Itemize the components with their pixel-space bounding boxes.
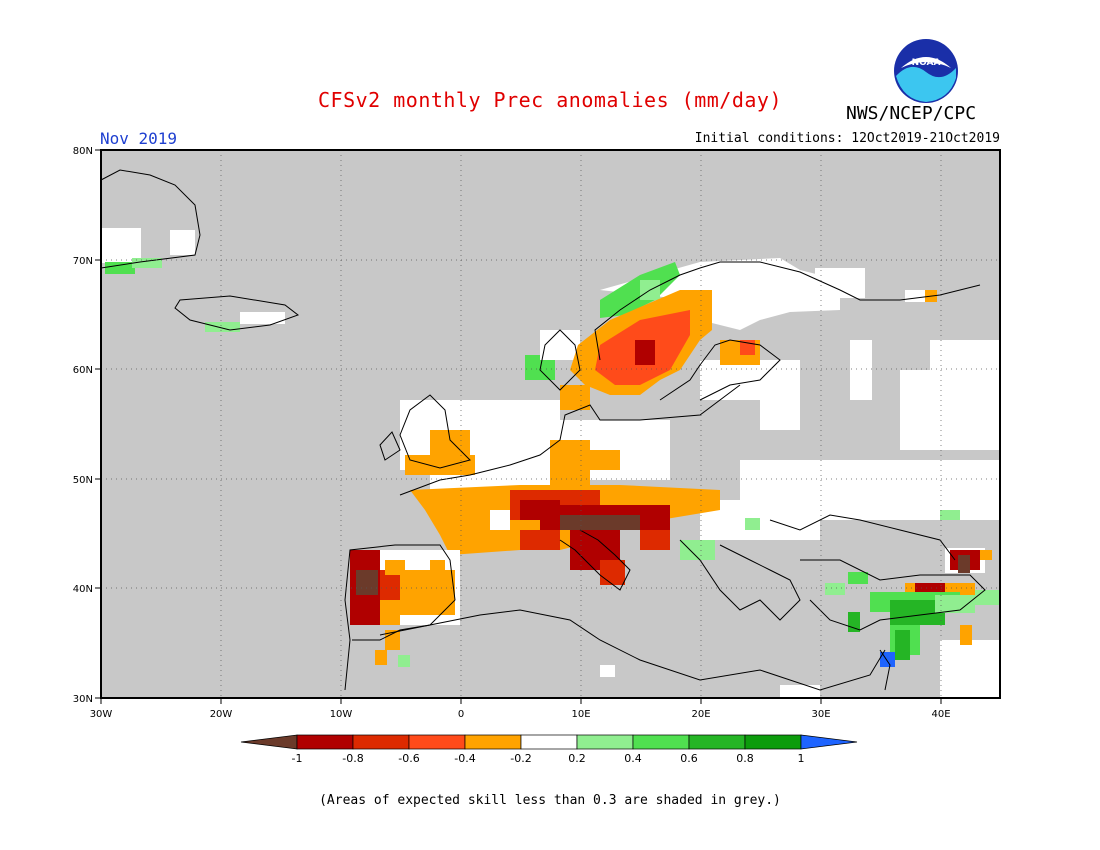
org-label: NWS/NCEP/CPC <box>846 103 977 124</box>
logo-text: NOAA <box>912 58 941 68</box>
lat-label: 70N <box>73 256 93 267</box>
legend-label: 0.4 <box>624 752 642 765</box>
legend-swatch <box>464 734 522 750</box>
legend-label: 0.8 <box>736 752 754 765</box>
legend-label: 1 <box>798 752 805 765</box>
color-legend-labels: -1 -0.8 -0.6 -0.4 -0.2 0.2 0.4 0.6 0.8 1 <box>292 752 805 765</box>
legend-label: -0.2 <box>510 752 531 765</box>
legend-label: 0.2 <box>568 752 586 765</box>
chart-title: CFSv2 monthly Prec anomalies (mm/day) <box>317 88 783 112</box>
legend-label: -0.6 <box>398 752 419 765</box>
lon-label: 10E <box>571 709 590 720</box>
lon-label: 20W <box>210 709 233 720</box>
color-legend <box>240 734 858 750</box>
lat-label: 60N <box>73 365 93 376</box>
legend-swatch <box>576 734 634 750</box>
noaa-logo: NOAA <box>894 39 958 103</box>
coastlines <box>100 169 986 691</box>
lat-label: 50N <box>73 475 93 486</box>
legend-label: -0.8 <box>342 752 363 765</box>
lon-label: 10W <box>330 709 353 720</box>
legend-swatch <box>240 734 298 750</box>
lon-label: 20E <box>691 709 710 720</box>
lat-labels: 80N 70N 60N 50N 40N 30N <box>73 146 93 705</box>
lat-label: 80N <box>73 146 93 157</box>
legend-label: 0.6 <box>680 752 698 765</box>
anomaly-field <box>101 228 1000 698</box>
legend-label: -1 <box>292 752 303 765</box>
lat-label: 40N <box>73 584 93 595</box>
initial-conditions: Initial conditions: 12Oct2019-21Oct2019 <box>694 131 1000 146</box>
legend-swatch <box>688 734 746 750</box>
legend-swatch <box>408 734 466 750</box>
legend-swatch <box>296 734 354 750</box>
lon-label: 30W <box>90 709 113 720</box>
map-frame <box>100 149 1001 699</box>
lat-label: 30N <box>73 694 93 705</box>
legend-swatch <box>632 734 690 750</box>
forecast-month: Nov 2019 <box>100 129 178 148</box>
legend-swatch <box>744 734 802 750</box>
lon-labels: 30W 20W 10W 0 10E 20E 30E 40E <box>90 709 951 720</box>
skill-caption: (Areas of expected skill less than 0.3 a… <box>319 793 781 808</box>
lon-label: 30E <box>811 709 830 720</box>
legend-swatch <box>800 734 858 750</box>
legend-label: -0.4 <box>454 752 475 765</box>
lon-label: 0 <box>458 709 464 720</box>
legend-swatch <box>352 734 410 750</box>
axis-ticks <box>95 149 942 704</box>
legend-swatch <box>520 734 578 750</box>
lon-label: 40E <box>931 709 950 720</box>
